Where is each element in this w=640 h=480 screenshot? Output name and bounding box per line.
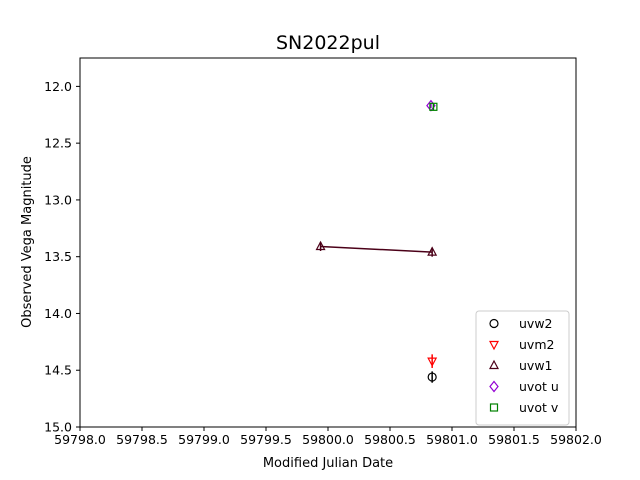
x-tick-label: 59798.0 xyxy=(54,432,106,447)
legend-marker-uvw2 xyxy=(489,318,499,329)
legend-label-uvw2: uvw2 xyxy=(519,316,553,331)
legend-box xyxy=(475,310,570,426)
x-tick-label: 59800.0 xyxy=(302,432,354,447)
series-line-uvw1 xyxy=(320,245,433,253)
legend-marker-uvot-v xyxy=(489,403,499,412)
x-tick-label: 59799.0 xyxy=(178,432,230,447)
legend-marker-uvw1 xyxy=(489,359,499,370)
y-tick-label: 14.0 xyxy=(44,306,72,321)
data-point-uvw1 xyxy=(427,246,438,256)
x-tick-label: 59802.0 xyxy=(550,432,602,447)
y-tick-label: 12.0 xyxy=(44,79,72,94)
x-tick-label: 59799.5 xyxy=(240,432,292,447)
legend: uvw2 uvm2 uvw1 uvot u uvot v xyxy=(475,310,570,426)
legend-label-uvw1: uvw1 xyxy=(519,358,553,373)
y-tick-label: 13.5 xyxy=(44,249,72,264)
x-axis: 59798.0 59798.5 59799.0 59799.5 59800.0 59800… xyxy=(54,427,602,447)
x-tick-label: 59801.0 xyxy=(426,432,478,447)
legend-label-uvot-u: uvot u xyxy=(519,379,559,394)
x-tick-label: 59800.5 xyxy=(364,432,416,447)
legend-marker-uvm2 xyxy=(489,340,499,351)
data-point-uvot-v xyxy=(429,102,438,111)
y-tick-label: 14.5 xyxy=(44,363,72,378)
y-tick-label: 13.0 xyxy=(44,192,72,207)
data-point-uvw2 xyxy=(427,372,437,382)
chart-title: SN2022pul xyxy=(276,32,380,54)
data-point-uvm2 xyxy=(427,357,438,367)
legend-label-uvm2: uvm2 xyxy=(519,337,554,352)
y-axis-label: Observed Vega Magnitude xyxy=(20,156,35,328)
x-tick-label: 59801.5 xyxy=(488,432,540,447)
y-axis: 12.0 12.5 13.0 13.5 14.0 14.5 15.0 xyxy=(44,79,80,435)
y-tick-label: 15.0 xyxy=(44,420,72,435)
plot-area xyxy=(315,99,438,383)
y-tick-label: 12.5 xyxy=(44,136,72,151)
x-axis-label: Modified Julian Date xyxy=(263,456,393,471)
legend-marker-uvot-u xyxy=(489,380,499,393)
data-point-uvw1 xyxy=(315,240,326,251)
legend-label-uvot-v: uvot v xyxy=(519,400,559,415)
x-tick-label: 59798.5 xyxy=(116,432,168,447)
